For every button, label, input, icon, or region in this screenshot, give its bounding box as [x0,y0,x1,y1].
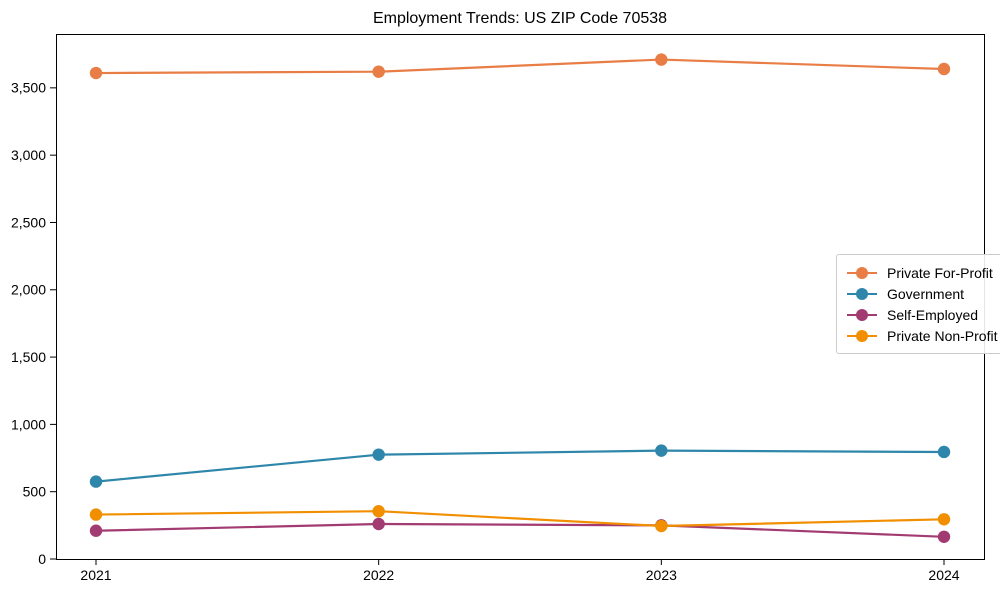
data-point-self-employed-2022 [372,517,385,531]
data-point-self-employed-2021 [89,524,103,537]
series-line-private-non-profit [94,510,946,528]
legend-item-government: Government [847,283,997,304]
legend-label: Self-Employed [887,306,979,323]
legend-label: Private Non-Profit [887,327,998,344]
legend-marker-icon [847,287,877,301]
x-tick-label: 2022 [363,567,394,583]
legend-marker-icon [847,308,877,322]
data-point-private-for-profit-2022 [372,65,385,78]
y-tick-label: 2,000 [11,282,46,298]
data-point-private-non-profit-2023 [655,519,668,533]
data-point-private-for-profit-2021 [89,66,103,80]
chart-title: Employment Trends: US ZIP Code 70538 [372,10,668,27]
legend: Private For-Profit Government Self-Employe… [836,254,1000,354]
x-tick-label: 2024 [928,567,959,583]
y-tick-label: 3,500 [11,80,46,96]
legend-item-private-for-profit: Private For-Profit [847,262,997,283]
series-line-private-for-profit [94,58,946,75]
y-tick-label: 3,000 [11,147,46,163]
data-point-private-non-profit-2021 [89,508,103,521]
data-point-private-for-profit-2024 [937,62,951,76]
legend-label: Private For-Profit [887,264,993,281]
data-point-government-2024 [937,445,951,459]
y-tick-label: 1,500 [11,349,46,365]
legend-marker-icon [847,329,877,343]
series-line-government [94,449,946,483]
data-point-government-2021 [89,475,103,488]
x-tick-label: 2023 [646,567,677,583]
y-tick-label: 1,000 [11,416,46,432]
series-line-self-employed [94,522,946,538]
data-point-private-non-profit-2022 [372,505,385,518]
legend-label: Government [887,285,965,302]
legend-marker-icon [847,266,877,280]
data-point-private-non-profit-2024 [937,513,951,526]
data-point-government-2022 [372,448,385,461]
legend-item-private-non-profit: Private Non-Profit [847,325,997,346]
y-tick-label: 2,500 [11,214,46,230]
data-point-self-employed-2024 [937,530,951,543]
y-tick-label: 500 [23,484,47,500]
x-tick-label: 2021 [80,567,111,583]
data-point-government-2023 [655,444,668,457]
y-tick-label: 0 [38,551,46,567]
data-point-private-for-profit-2023 [655,53,668,66]
legend-item-self-employed: Self-Employed [847,304,997,325]
